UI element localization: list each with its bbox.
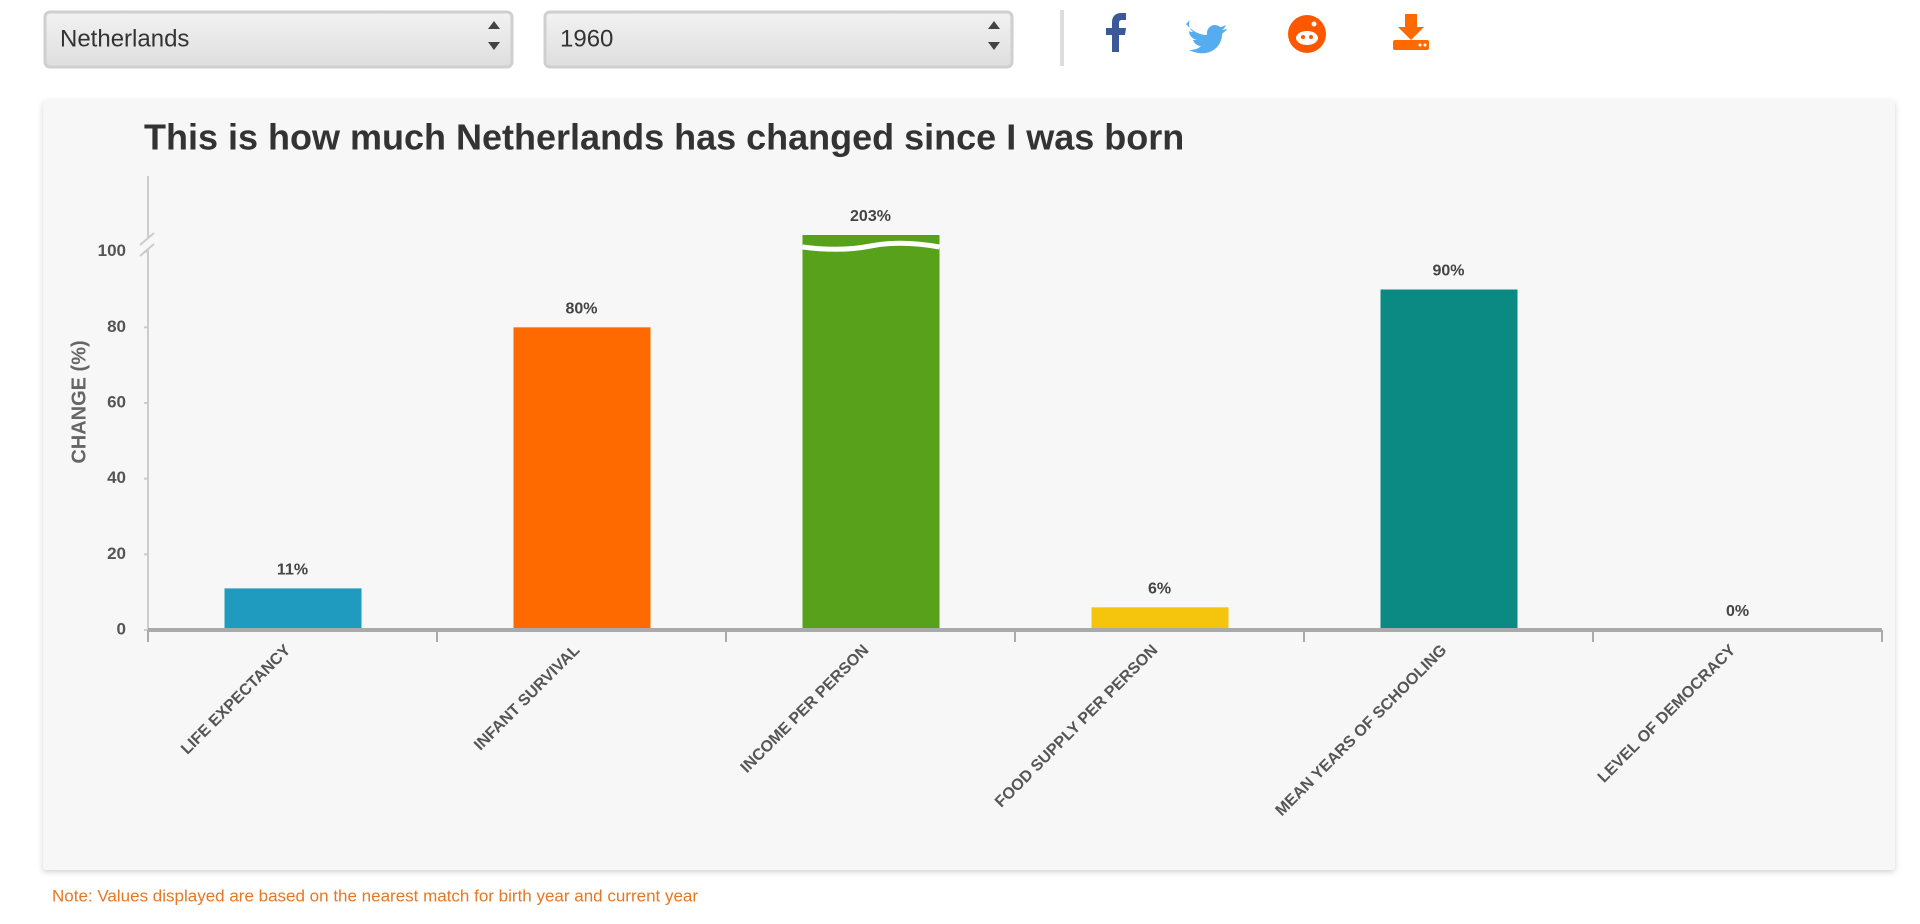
value-label: 80%: [565, 301, 597, 318]
download-button[interactable]: [1393, 14, 1429, 50]
y-axis-label: CHANGE (%): [68, 340, 90, 463]
bar: [224, 588, 362, 630]
bar: [513, 327, 651, 630]
y-tick-label: 100: [98, 241, 126, 260]
twitter-button[interactable]: [1186, 20, 1227, 54]
value-label: 203%: [850, 208, 891, 225]
axis-break: [139, 243, 155, 257]
year-select[interactable]: 1960: [543, 10, 1014, 69]
bar: [1380, 289, 1518, 630]
y-tick-label: 0: [117, 619, 126, 638]
value-label: 90%: [1432, 263, 1464, 280]
footnote: Note: Values displayed are based on the …: [52, 886, 698, 905]
facebook-button[interactable]: [1106, 13, 1126, 52]
value-label: 11%: [277, 562, 308, 579]
reddit-button[interactable]: [1288, 15, 1326, 53]
country-select[interactable]: Netherlands: [43, 10, 514, 69]
value-label: 0%: [1726, 603, 1749, 620]
select-value: Netherlands: [60, 25, 189, 52]
y-tick-label: 60: [107, 392, 126, 411]
axis-break: [139, 232, 155, 246]
select-value: 1960: [560, 25, 613, 52]
y-tick-label: 80: [107, 317, 126, 336]
bar: [802, 235, 940, 630]
value-label: 6%: [1148, 581, 1171, 598]
bar-break: [802, 240, 940, 252]
y-tick-label: 40: [107, 468, 126, 487]
y-tick-label: 20: [107, 544, 126, 563]
chart-title: This is how much Netherlands has changed…: [144, 117, 1184, 158]
bar: [1091, 607, 1229, 630]
